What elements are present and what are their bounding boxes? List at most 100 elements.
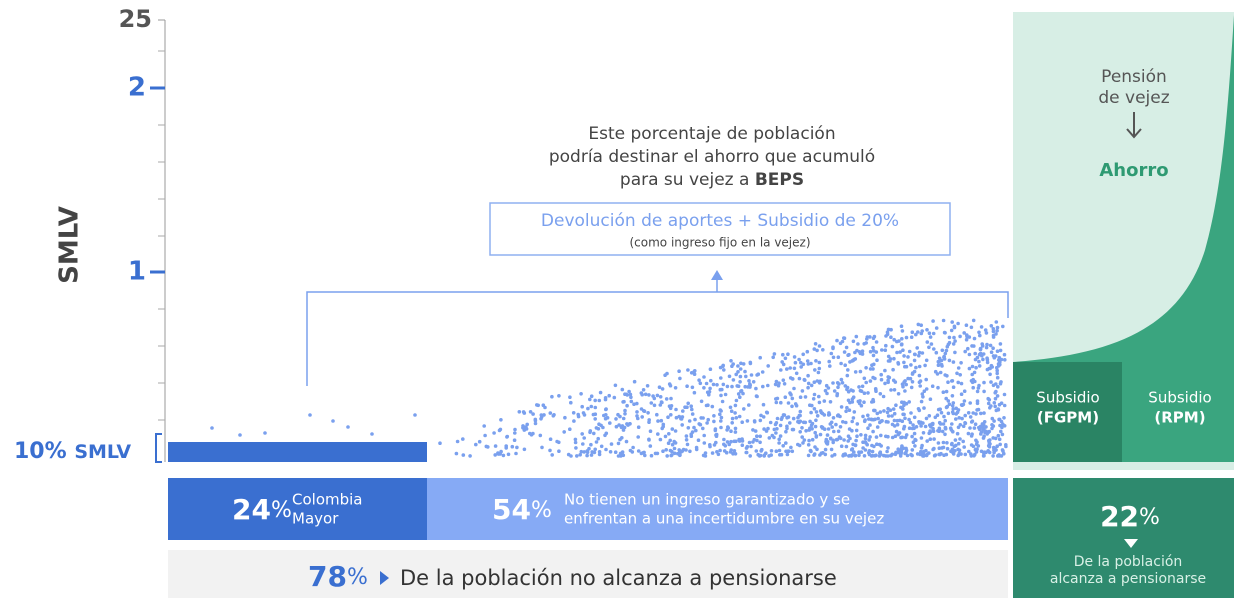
dot	[893, 380, 898, 384]
dot	[919, 420, 923, 425]
dot	[975, 408, 979, 412]
dot	[921, 431, 926, 435]
dot	[890, 422, 895, 427]
dot	[861, 414, 865, 419]
subsidy-label: Subsidio	[1036, 389, 1099, 407]
dot	[658, 395, 663, 399]
dot	[702, 433, 706, 438]
dot	[829, 420, 834, 425]
dot	[945, 404, 949, 409]
dot	[685, 442, 690, 447]
dot	[848, 360, 852, 364]
dot	[863, 433, 868, 438]
dot	[828, 400, 833, 404]
dot	[639, 451, 644, 456]
dot	[497, 428, 502, 433]
dot	[883, 368, 887, 373]
dot	[841, 453, 845, 458]
dot	[938, 422, 943, 426]
dot	[927, 414, 932, 418]
dot	[493, 453, 498, 457]
dot	[882, 453, 886, 458]
dot	[733, 411, 737, 415]
dot	[604, 447, 608, 452]
dot	[238, 433, 242, 437]
dot	[868, 335, 872, 339]
dot	[745, 419, 750, 423]
dot	[764, 451, 768, 456]
dot	[971, 385, 975, 390]
dot	[864, 380, 868, 385]
dot	[951, 360, 956, 364]
dot	[972, 336, 977, 341]
dot	[960, 416, 964, 421]
dot	[693, 417, 697, 422]
dot	[974, 412, 978, 416]
dot	[834, 422, 838, 427]
dot	[974, 442, 979, 447]
dot	[685, 405, 689, 410]
dot	[586, 406, 590, 411]
dot	[813, 430, 817, 435]
dot	[477, 439, 482, 444]
dot	[904, 382, 908, 387]
dot	[914, 332, 918, 337]
dot	[901, 407, 905, 411]
dot	[625, 403, 629, 408]
dot	[589, 442, 593, 447]
dot	[793, 360, 798, 365]
dot	[941, 445, 946, 450]
dot	[800, 389, 805, 393]
dot	[706, 403, 710, 408]
dot	[740, 443, 745, 448]
dot	[739, 389, 743, 394]
dot	[909, 335, 914, 340]
dot	[737, 414, 742, 419]
dot	[909, 411, 913, 415]
dot	[889, 335, 893, 340]
dot	[958, 373, 962, 377]
dot	[985, 358, 990, 362]
dot	[902, 403, 906, 408]
dot	[722, 368, 726, 372]
dot	[947, 340, 952, 345]
dot	[848, 400, 852, 405]
dot	[917, 380, 922, 385]
dot	[751, 428, 755, 432]
unit: %	[271, 498, 292, 523]
dot	[734, 439, 738, 444]
dot	[998, 362, 1002, 367]
dot	[949, 328, 954, 333]
dot	[788, 366, 792, 370]
dot	[885, 410, 890, 415]
dot	[963, 421, 968, 426]
dot	[777, 437, 781, 442]
dot	[980, 422, 985, 426]
dot	[953, 350, 957, 355]
dot	[483, 433, 487, 438]
dot	[990, 426, 994, 431]
dot	[512, 438, 517, 443]
dot	[743, 384, 747, 389]
triangle	[380, 571, 389, 585]
dot	[886, 446, 890, 450]
dot	[738, 437, 743, 442]
dot	[741, 362, 746, 366]
dot	[987, 366, 991, 371]
dot	[959, 361, 963, 365]
dot	[555, 439, 559, 444]
dot	[977, 383, 981, 388]
dot	[736, 392, 741, 396]
dot	[900, 329, 905, 333]
dot	[998, 442, 1002, 447]
dot	[789, 445, 793, 450]
dot	[786, 449, 791, 454]
dot	[876, 416, 880, 421]
dot	[760, 447, 764, 452]
dot	[719, 415, 724, 420]
dot	[967, 449, 971, 454]
dot	[856, 342, 860, 346]
dot	[620, 387, 625, 392]
dot	[893, 451, 898, 456]
dot	[721, 382, 726, 387]
